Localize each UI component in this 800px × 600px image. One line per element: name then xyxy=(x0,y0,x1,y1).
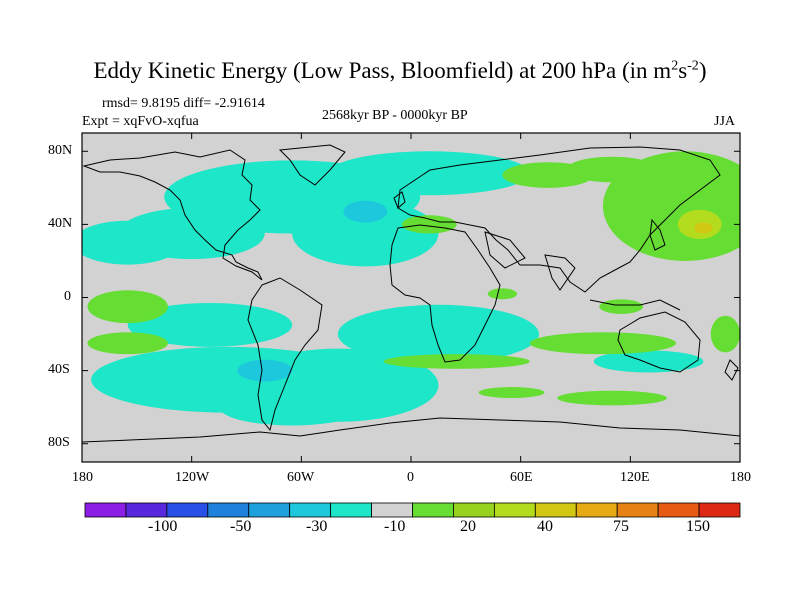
colorbar-swatch xyxy=(657,502,700,518)
period-label: 2568kyr BP - 0000kyr BP xyxy=(322,108,468,123)
coast-india xyxy=(544,254,576,291)
contour-region-15 xyxy=(502,162,594,188)
lon-label-120e: 120E xyxy=(620,470,650,485)
contour-region-3 xyxy=(292,200,439,267)
contour-region-17 xyxy=(87,332,168,355)
lat-label-0: 0 xyxy=(64,289,71,304)
lon-label-0: 0 xyxy=(407,470,414,485)
lat-label-40n: 40N xyxy=(48,216,73,231)
colorbar-label: -10 xyxy=(384,518,406,535)
contour-region-24 xyxy=(401,215,457,234)
lon-label-180w: 180 xyxy=(72,470,93,485)
lon-label-60w: 60W xyxy=(287,470,315,485)
colorbar-swatch xyxy=(125,502,168,518)
coast-new-zealand xyxy=(724,359,739,381)
colorbar-swatch xyxy=(412,502,454,518)
coast-eurasia xyxy=(397,146,721,293)
season-label: JJA xyxy=(714,114,736,129)
colorbar-label: 40 xyxy=(537,518,553,535)
contour-region-22 xyxy=(557,390,667,406)
lon-label-60e: 60E xyxy=(510,470,533,485)
contour-region-6 xyxy=(337,304,539,364)
contour-region-4 xyxy=(328,151,530,196)
colorbar-swatch xyxy=(330,502,372,518)
contour-region-16 xyxy=(87,290,168,324)
colorbar-swatch xyxy=(616,502,659,518)
lon-label-120w: 120W xyxy=(175,470,210,485)
contour-region-11 xyxy=(237,359,293,382)
colorbar-swatch xyxy=(166,502,209,518)
contour-region-5 xyxy=(127,302,293,347)
coast-africa xyxy=(389,224,501,363)
coast-north-america xyxy=(82,149,263,281)
colorbar-swatch xyxy=(289,502,332,518)
contour-region-20 xyxy=(599,299,644,314)
colorbar-swatch xyxy=(698,502,741,518)
lat-label-40s: 40S xyxy=(48,362,70,377)
contour-regions xyxy=(82,151,740,426)
contour-region-12 xyxy=(343,200,388,223)
plot-title: Eddy Kinetic Energy (Low Pass, Bloomfiel… xyxy=(93,58,707,83)
contour-region-23 xyxy=(478,387,545,399)
contour-region-9 xyxy=(219,388,366,426)
axis-ticks xyxy=(81,133,741,462)
lon-label-180e: 180 xyxy=(730,470,751,485)
contour-region-27 xyxy=(694,222,713,234)
colorbar-swatch xyxy=(534,502,577,518)
coast-uk xyxy=(393,191,406,209)
contour-region-10 xyxy=(593,350,704,373)
colorbar-swatch xyxy=(248,502,291,518)
colorbar-label: -30 xyxy=(306,518,328,535)
lat-label-80s: 80S xyxy=(48,435,70,450)
coast-indonesia xyxy=(589,299,681,311)
coast-australia xyxy=(617,311,701,373)
contour-region-25 xyxy=(487,288,518,300)
colorbar-swatch xyxy=(493,502,536,518)
colorbar-swatch xyxy=(207,502,250,518)
colorbar-label: 20 xyxy=(460,518,476,535)
colorbar-swatch xyxy=(371,502,413,518)
colorbar-label: -100 xyxy=(148,518,178,535)
colorbar-swatch xyxy=(84,502,127,518)
coast-antarctica xyxy=(82,417,740,443)
coast-greenland xyxy=(278,144,346,186)
colorbar xyxy=(84,502,741,518)
colorbar-swatch xyxy=(453,502,495,518)
coastlines xyxy=(82,144,740,443)
contour-region-18 xyxy=(383,354,530,369)
contour-region-19 xyxy=(529,332,677,355)
lat-label-80n: 80N xyxy=(48,143,73,158)
colorbar-swatch xyxy=(575,502,618,518)
colorbar-label: 150 xyxy=(686,518,710,535)
coast-arabia xyxy=(484,231,526,269)
contour-region-21 xyxy=(710,315,740,353)
coast-south-america xyxy=(247,277,323,432)
coast-japan xyxy=(649,218,666,251)
experiment-label: Expt = xqFvO-xqfua xyxy=(82,114,199,129)
colorbar-label: -50 xyxy=(230,518,252,535)
colorbar-label: 75 xyxy=(613,518,629,535)
stats-text: rmsd= 9.8195 diff= -2.91614 xyxy=(102,96,265,111)
